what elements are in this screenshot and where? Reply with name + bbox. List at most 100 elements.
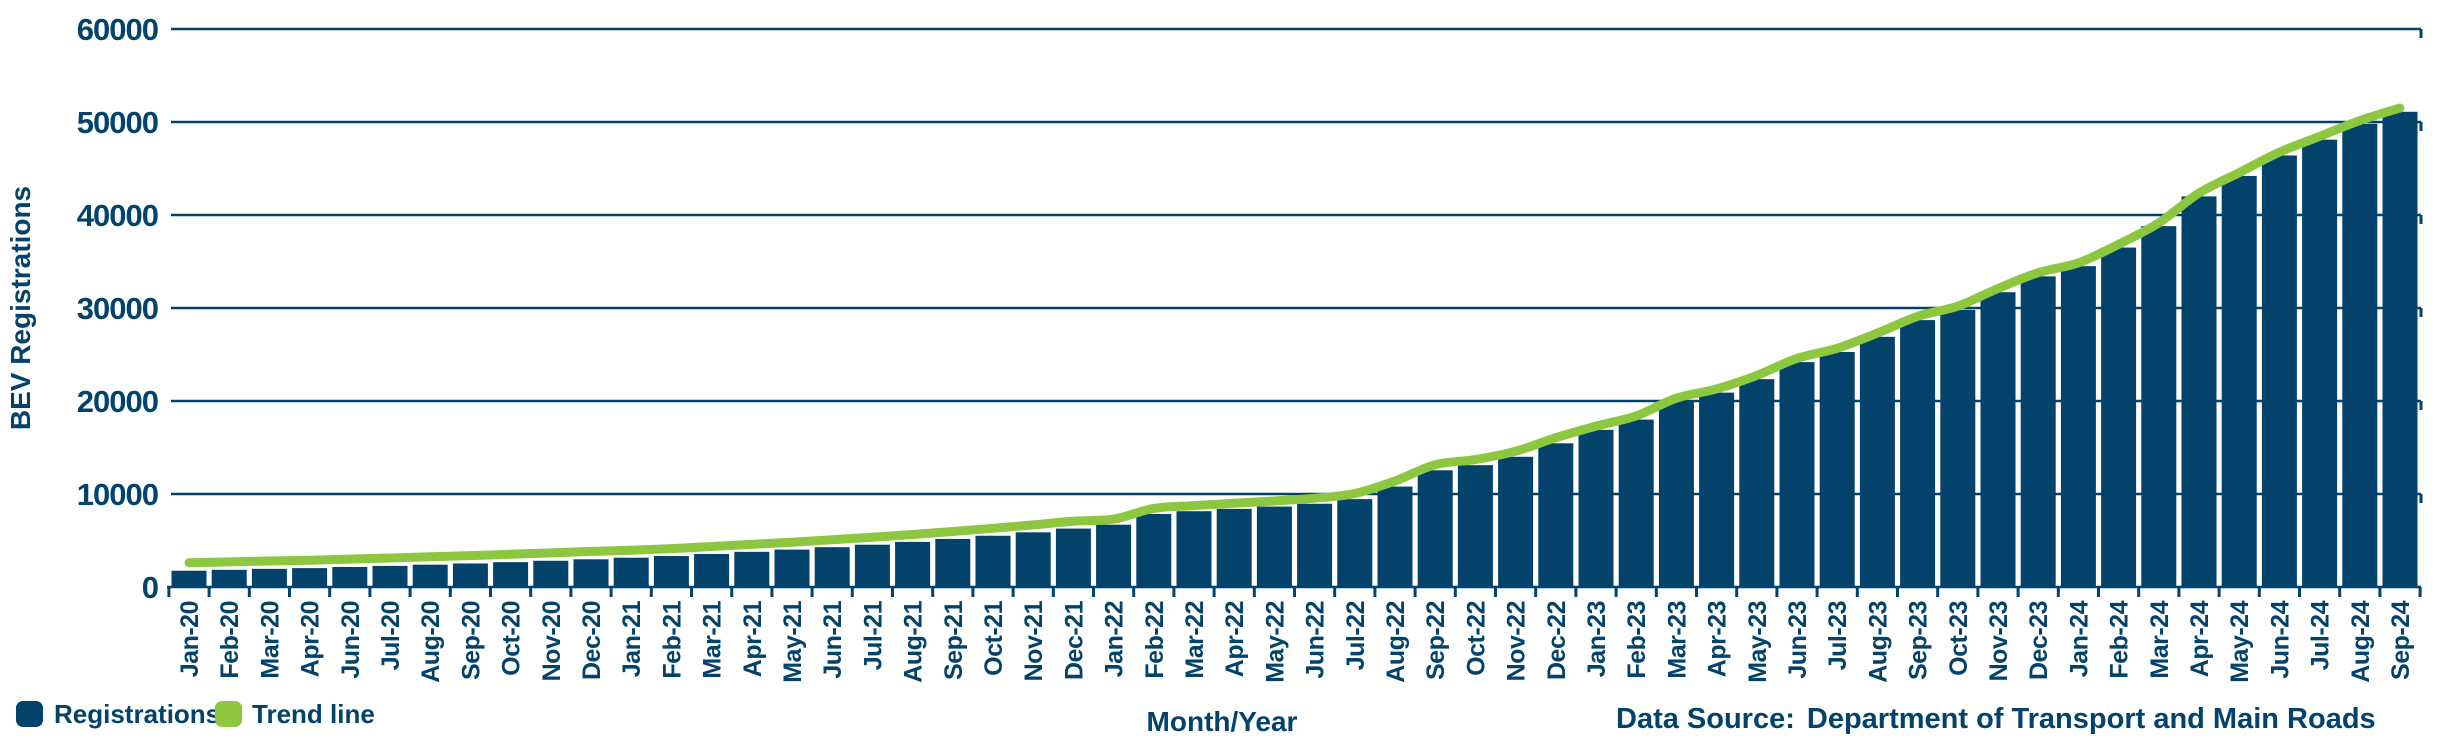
bar-Dec-23 [2020,276,2056,587]
bar-Jan-22 [1096,524,1132,587]
x-tick-label: Jul-24 [2307,600,2335,670]
bar-Sep-21 [935,538,971,587]
y-tick-label: 10000 [77,477,158,512]
bar-Jun-22 [1297,503,1333,587]
trend-line-legend-swatch [215,701,242,727]
x-tick-label: Mar-23 [1663,601,1691,679]
bar-Oct-21 [975,535,1011,587]
bar-Feb-21 [653,556,689,587]
bar-Oct-23 [1940,309,1976,587]
x-tick-label: Apr-20 [297,601,325,677]
x-tick-label: Feb-24 [2106,600,2134,678]
bar-Feb-24 [2101,247,2137,588]
bar-Jan-20 [171,570,207,587]
x-tick-label: Oct-22 [1462,601,1490,676]
bar-Mar-23 [1658,401,1694,587]
x-tick-label: Oct-23 [1945,601,1973,676]
x-tick-label: Dec-20 [578,601,606,680]
x-tick-label: Jul-22 [1342,601,1370,670]
x-tick-label: Sep-22 [1422,601,1450,680]
x-tick-label: Jun-24 [2266,600,2294,678]
bar-Sep-23 [1900,320,1936,587]
bar-Oct-22 [1457,465,1493,587]
bar-Apr-22 [1216,508,1252,587]
bar-Aug-23 [1859,336,1895,587]
bar-Jul-22 [1337,499,1373,587]
bar-Jul-20 [372,565,408,587]
data-source: Data Source: Department of Transport and … [1616,703,2376,735]
x-tick-label: Aug-21 [900,600,928,682]
bar-Apr-21 [734,551,770,587]
bar-Mar-22 [1176,511,1212,587]
x-tick-label: Jan-21 [618,600,646,677]
y-tick-labels-layer: 0 10000 20000 30000 40000 50000 60000 [77,12,159,605]
bar-Mar-20 [251,568,287,587]
bar-Jun-23 [1779,362,1815,587]
bar-Jul-24 [2302,139,2338,588]
x-tick-label: Feb-22 [1141,601,1169,679]
bar-Jan-24 [2060,266,2096,587]
bars-layer [171,111,2418,588]
y-tick-label: 40000 [77,198,158,233]
bar-Jun-24 [2261,155,2297,588]
bar-Dec-20 [573,559,609,587]
y-tick-label: 30000 [77,291,158,326]
trend-line-layer [184,103,2405,568]
x-axis-title: Month/Year [1147,706,1298,737]
bar-Apr-24 [2181,196,2217,587]
bar-Apr-23 [1699,392,1735,587]
registrations-legend-label: Registrations [54,699,220,729]
bar-Aug-24 [2342,123,2378,588]
bar-Sep-22 [1417,470,1453,587]
x-tick-label: Jun-20 [337,601,365,679]
bar-May-22 [1256,506,1292,587]
bar-Nov-20 [533,560,569,587]
bar-Sep-24 [2382,111,2418,588]
x-tick-label: Aug-24 [2347,600,2375,682]
x-tick-label: Feb-20 [216,601,244,679]
bar-Feb-22 [1136,513,1172,587]
x-tick-label: Dec-22 [1543,601,1571,680]
bar-Aug-22 [1377,486,1413,587]
trend-line-path [184,103,2405,568]
bar-Nov-21 [1015,532,1051,587]
bar-Mar-24 [2141,226,2177,587]
x-tick-label: Feb-21 [658,600,686,678]
bar-Nov-23 [1980,292,2016,587]
bar-Feb-23 [1618,419,1654,587]
bar-Feb-20 [211,569,247,587]
y-tick-label: 0 [142,570,158,605]
x-tick-label: Jan-23 [1583,601,1611,677]
bar-Apr-20 [292,568,328,587]
bar-Aug-21 [895,541,931,587]
y-tick-label: 60000 [77,12,158,47]
x-tick-label: Sep-24 [2387,600,2415,680]
x-tick-label: Aug-23 [1864,601,1892,683]
bar-Jun-20 [332,567,368,587]
x-tick-label: Jul-21 [859,600,887,670]
x-tick-label: Jun-21 [819,600,847,678]
x-tick-label: Apr-23 [1704,601,1732,677]
x-tick-label: Nov-20 [538,601,566,681]
bar-Dec-22 [1538,443,1574,587]
x-tick-label: Mar-20 [256,601,284,679]
bar-Aug-20 [412,564,448,587]
x-tick-label: Jun-23 [1784,601,1812,679]
x-tick-label: Mar-22 [1181,601,1209,679]
y-axis-title: BEV Registrations [5,186,36,430]
bar-Jan-21 [613,557,649,587]
bar-Jul-21 [854,544,890,587]
x-tick-label: Oct-20 [498,601,526,676]
x-tick-label: Aug-22 [1382,601,1410,683]
bar-Sep-20 [452,563,488,587]
x-tick-labels-layer: Jan-20 Feb-20 Mar-20 Apr-20 Jun-20 Jul-20 Aug-… [176,600,2415,682]
x-tick-label: Mar-24 [2146,600,2174,678]
bar-May-24 [2221,175,2257,587]
x-tick-label: Jan-20 [176,601,204,677]
x-tick-label: Apr-22 [1221,601,1249,677]
bar-Jun-21 [814,547,850,587]
x-tick-label: Jan-24 [2065,600,2093,677]
x-tick-label: May-22 [1261,601,1289,683]
bar-May-21 [774,549,810,587]
